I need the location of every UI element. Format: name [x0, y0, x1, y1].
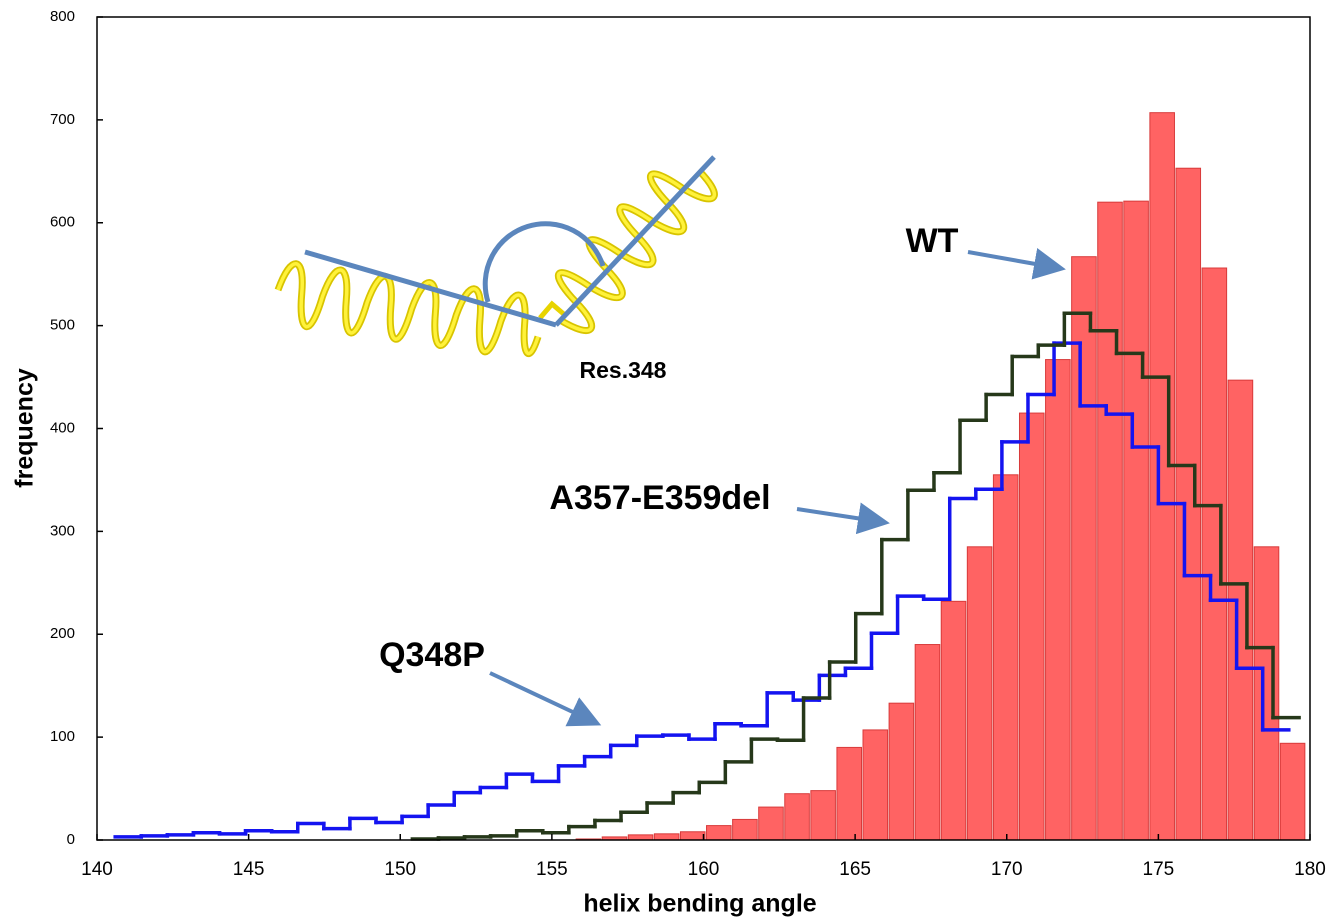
y-tick-label: 100	[50, 728, 75, 745]
annotation: Res.348	[580, 357, 667, 383]
y-axis-label: frequency	[11, 368, 39, 488]
y-tick-label: 600	[50, 214, 75, 231]
x-tick-label: 180	[1294, 859, 1326, 880]
y-tick-label: 0	[67, 831, 75, 848]
helix-right-highlight	[556, 169, 717, 333]
y-tick-label: 400	[50, 419, 75, 436]
angle-arc	[482, 221, 606, 303]
bar	[653, 833, 680, 841]
series-label: A357-E359del	[549, 479, 770, 517]
bar	[992, 474, 1019, 841]
bar	[1123, 200, 1149, 841]
axis-line-left	[304, 249, 557, 328]
bar	[810, 790, 836, 841]
x-tick-label: 170	[991, 859, 1023, 880]
arrow	[489, 671, 602, 727]
bar	[1149, 112, 1175, 841]
bar	[966, 546, 993, 841]
bar	[1253, 546, 1280, 841]
arrow	[967, 248, 1066, 280]
x-tick-label: 165	[839, 859, 871, 880]
bar	[1279, 742, 1306, 841]
bar	[1018, 412, 1045, 841]
y-tick-label: 800	[50, 8, 75, 25]
helix-left-highlight	[276, 262, 540, 356]
bar	[914, 644, 941, 841]
bar	[706, 825, 732, 841]
bar	[1097, 201, 1123, 841]
bar	[679, 831, 706, 841]
bar	[836, 746, 863, 841]
bar	[1045, 359, 1071, 841]
x-axis-label: helix bending angle	[583, 890, 816, 918]
bar	[862, 729, 889, 841]
bar	[1201, 267, 1228, 841]
y-tick-label: 300	[50, 522, 75, 539]
y-tick-label: 700	[50, 111, 75, 128]
bar	[1071, 256, 1097, 841]
bar	[1227, 379, 1254, 841]
axis-line-right	[554, 155, 716, 327]
arrow	[796, 502, 890, 535]
y-tick-label: 200	[50, 625, 75, 642]
bar	[940, 600, 967, 841]
bar	[758, 806, 784, 841]
helix-illustration	[274, 155, 718, 357]
x-tick-label: 155	[536, 859, 568, 880]
x-tick-label: 175	[1143, 859, 1175, 880]
helix-residue	[538, 300, 568, 320]
x-tick-label: 160	[688, 859, 720, 880]
x-tick-label: 150	[384, 859, 416, 880]
bar	[784, 793, 810, 841]
series-label: Q348P	[379, 636, 485, 674]
bar	[627, 834, 654, 841]
bar	[888, 702, 915, 841]
y-tick-label: 500	[50, 317, 75, 334]
plot-area	[113, 112, 1306, 841]
series-label: WT	[906, 222, 959, 260]
x-tick-label: 145	[233, 859, 265, 880]
x-tick-label: 140	[81, 859, 113, 880]
bar	[732, 818, 758, 841]
